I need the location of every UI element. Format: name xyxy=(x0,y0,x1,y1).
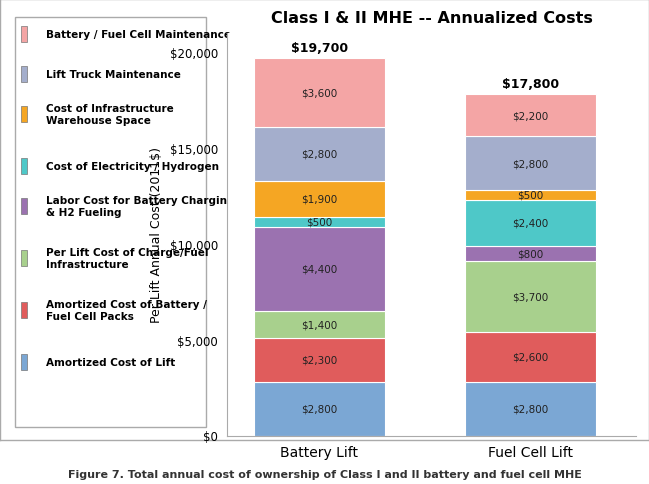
Bar xyxy=(254,227,386,311)
Y-axis label: Per Lift Annual Cost (2011$): Per Lift Annual Cost (2011$) xyxy=(150,147,163,322)
Text: Cost of Electricity / Hydrogen: Cost of Electricity / Hydrogen xyxy=(46,162,219,172)
Bar xyxy=(254,128,386,181)
Text: $2,300: $2,300 xyxy=(301,355,337,365)
Text: $2,800: $2,800 xyxy=(512,404,548,414)
Text: $17,800: $17,800 xyxy=(502,78,559,91)
Bar xyxy=(465,382,596,436)
Bar xyxy=(465,200,596,246)
Bar xyxy=(465,333,596,382)
Text: Lift Truck Maintenance: Lift Truck Maintenance xyxy=(46,70,181,80)
Text: $4,400: $4,400 xyxy=(301,264,337,274)
Text: $1,900: $1,900 xyxy=(301,195,337,204)
Text: $1,400: $1,400 xyxy=(301,319,337,330)
Text: $19,700: $19,700 xyxy=(291,42,348,55)
Bar xyxy=(254,181,386,217)
Bar xyxy=(21,27,27,43)
Text: $2,600: $2,600 xyxy=(512,352,548,362)
Text: $2,800: $2,800 xyxy=(301,404,337,414)
Bar xyxy=(254,217,386,227)
Text: $2,800: $2,800 xyxy=(301,150,337,159)
Text: Amortized Cost of Battery /
Fuel Cell Packs: Amortized Cost of Battery / Fuel Cell Pa… xyxy=(46,300,207,321)
Bar xyxy=(21,67,27,83)
Bar xyxy=(465,95,596,137)
Bar xyxy=(254,382,386,436)
Bar xyxy=(21,158,27,175)
Text: Battery / Fuel Cell Maintenance: Battery / Fuel Cell Maintenance xyxy=(46,30,231,40)
Bar xyxy=(254,59,386,128)
FancyBboxPatch shape xyxy=(15,18,206,427)
Title: Class I & II MHE -- Annualized Costs: Class I & II MHE -- Annualized Costs xyxy=(271,11,593,26)
Bar xyxy=(465,191,596,200)
Text: Per Lift Cost of Charge/Fuel
Infrastructure: Per Lift Cost of Charge/Fuel Infrastruct… xyxy=(46,248,208,269)
Text: $500: $500 xyxy=(306,217,332,227)
Text: $3,700: $3,700 xyxy=(512,292,548,302)
Bar xyxy=(254,311,386,338)
Text: $3,600: $3,600 xyxy=(301,88,337,98)
Bar xyxy=(21,354,27,370)
Text: $2,200: $2,200 xyxy=(512,111,548,121)
Bar xyxy=(465,261,596,333)
Text: Labor Cost for Battery Charging
& H2 Fueling: Labor Cost for Battery Charging & H2 Fue… xyxy=(46,196,234,217)
Text: $2,400: $2,400 xyxy=(512,218,548,228)
Bar xyxy=(21,302,27,318)
Bar xyxy=(465,246,596,261)
Bar xyxy=(21,250,27,267)
Bar xyxy=(21,198,27,215)
Bar xyxy=(465,137,596,191)
Text: $2,800: $2,800 xyxy=(512,159,548,169)
Text: Figure 7. Total annual cost of ownership of Class I and II battery and fuel cell: Figure 7. Total annual cost of ownership… xyxy=(67,469,582,479)
Bar xyxy=(254,338,386,382)
Text: Cost of Infrastructure
Warehouse Space: Cost of Infrastructure Warehouse Space xyxy=(46,104,174,125)
Bar xyxy=(21,106,27,123)
Text: $500: $500 xyxy=(517,191,544,200)
Text: Amortized Cost of Lift: Amortized Cost of Lift xyxy=(46,357,175,367)
Text: $800: $800 xyxy=(517,249,544,259)
